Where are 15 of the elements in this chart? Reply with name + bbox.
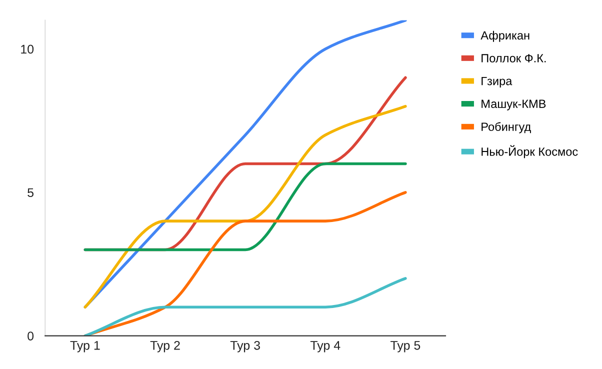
- line-series: [84, 104, 407, 308]
- legend-label: Машук-КМВ: [482, 100, 546, 110]
- legend-label: Поллок Ф.К.: [482, 54, 546, 62]
- legend-label: Робингуд: [482, 122, 531, 134]
- x-tick-label: Тур 1: [70, 341, 100, 352]
- y-tick-label: 0: [28, 332, 34, 340]
- y-tick-label: 10: [21, 44, 34, 54]
- y-tick-label: 5: [28, 188, 34, 198]
- x-tick-label: Тур 5: [390, 341, 420, 352]
- legend-label: Гзира: [482, 76, 512, 88]
- x-tick-label: Тур 4: [310, 341, 340, 352]
- legend-label: Африкан: [480, 30, 530, 42]
- x-tick-label: Тур 3: [230, 340, 260, 352]
- x-tick-label: Тур 2: [150, 340, 180, 352]
- legend-label: Нью-Йорк Космос: [482, 145, 578, 158]
